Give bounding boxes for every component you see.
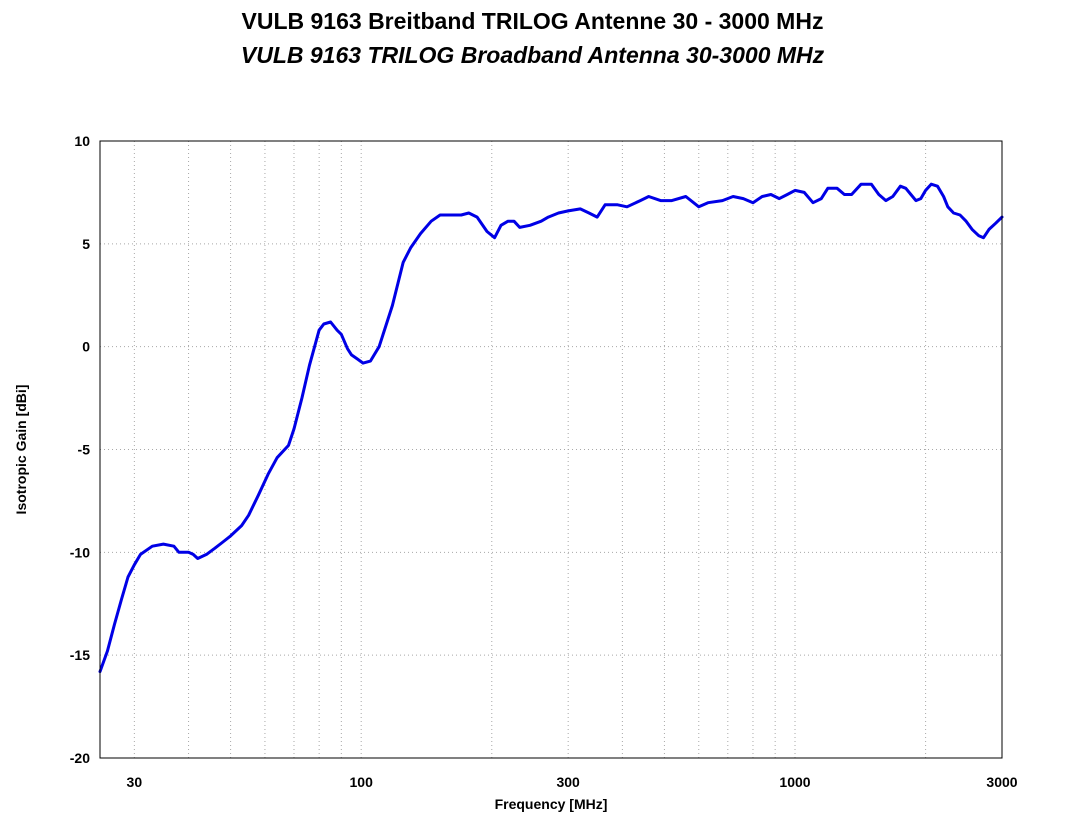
plot-frame xyxy=(99,140,1003,759)
x-tick-label: 3000 xyxy=(986,774,1017,790)
chart-subtitle: VULB 9163 TRILOG Broadband Antenna 30-30… xyxy=(240,42,825,68)
x-tick-label: 100 xyxy=(350,774,374,790)
grid xyxy=(100,141,1002,758)
x-axis-label: Frequency [MHz] xyxy=(495,796,608,812)
series-layer xyxy=(98,182,1004,674)
y-tick-label: -10 xyxy=(70,544,90,560)
y-tick-label: 10 xyxy=(74,133,90,149)
y-axis-label: Isotropic Gain [dBi] xyxy=(13,385,29,515)
y-tick-label: -15 xyxy=(70,647,90,663)
y-tick-label: 5 xyxy=(82,236,90,252)
x-tick-label: 30 xyxy=(127,774,143,790)
chart-title: VULB 9163 Breitband TRILOG Antenne 30 - … xyxy=(241,8,824,34)
x-tick-label: 300 xyxy=(556,774,580,790)
tick-labels: 30 100 300 1000 3000 10 5 0 -5 -10 -15 -20 xyxy=(70,133,1018,790)
series-line xyxy=(98,182,1004,674)
x-tick-label: 1000 xyxy=(779,774,810,790)
y-tick-label: -20 xyxy=(70,750,90,766)
y-tick-label: -5 xyxy=(78,442,91,458)
y-tick-label: 0 xyxy=(82,339,90,355)
